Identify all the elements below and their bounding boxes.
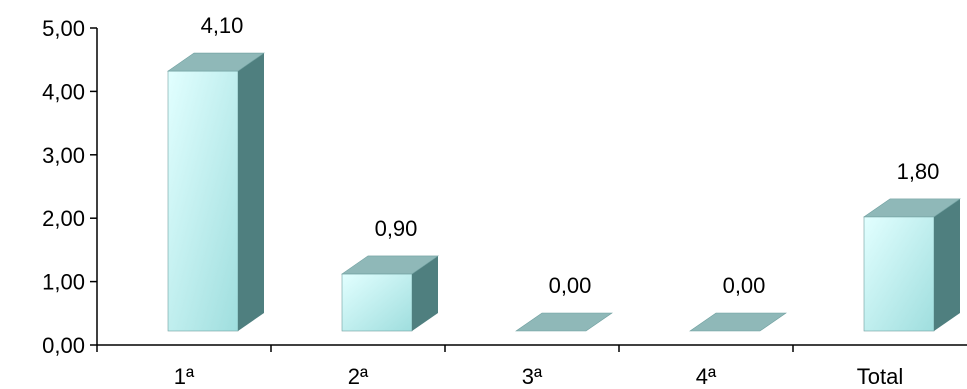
y-tick-label: 1,00	[42, 270, 85, 295]
bar-top	[863, 198, 961, 218]
data-labels-group: 4,10 0,90 0,00 0,00 1,80	[201, 13, 940, 298]
bar-top	[341, 255, 439, 275]
bar-side	[412, 255, 438, 331]
bar-side	[238, 53, 264, 332]
data-label: 0,00	[723, 273, 766, 298]
bar	[167, 52, 265, 332]
data-label: 4,10	[201, 13, 244, 38]
bar-top	[167, 52, 265, 72]
data-label: 0,00	[549, 273, 592, 298]
bar	[863, 198, 961, 332]
bar-front	[167, 70, 239, 332]
x-tick-label: 3ª	[522, 364, 543, 389]
y-tick-label: 4,00	[42, 79, 85, 104]
x-axis-ticks: 1ª 2ª 3ª 4ª Total	[96, 345, 903, 389]
bar	[689, 312, 787, 332]
bar	[515, 312, 613, 332]
y-tick-label: 5,00	[42, 16, 85, 41]
y-tick-label: 3,00	[42, 143, 85, 168]
bar-front	[863, 216, 935, 332]
data-label: 0,90	[375, 216, 418, 241]
x-tick-label: Total	[857, 364, 903, 389]
y-tick-label: 2,00	[42, 206, 85, 231]
bar-top	[515, 312, 613, 332]
y-tick-label: 0,00	[42, 333, 85, 358]
x-tick-label: 1ª	[174, 364, 195, 389]
x-tick-label: 2ª	[348, 364, 369, 389]
bar	[341, 255, 439, 332]
x-tick-label: 4ª	[696, 364, 717, 389]
bar-top	[689, 312, 787, 332]
bar-side	[934, 198, 960, 331]
bar-front	[341, 273, 413, 332]
data-label: 1,80	[897, 159, 940, 184]
bars-group	[167, 52, 961, 332]
y-axis-ticks: 0,00 1,00 2,00 3,00 4,00 5,00	[42, 16, 97, 358]
